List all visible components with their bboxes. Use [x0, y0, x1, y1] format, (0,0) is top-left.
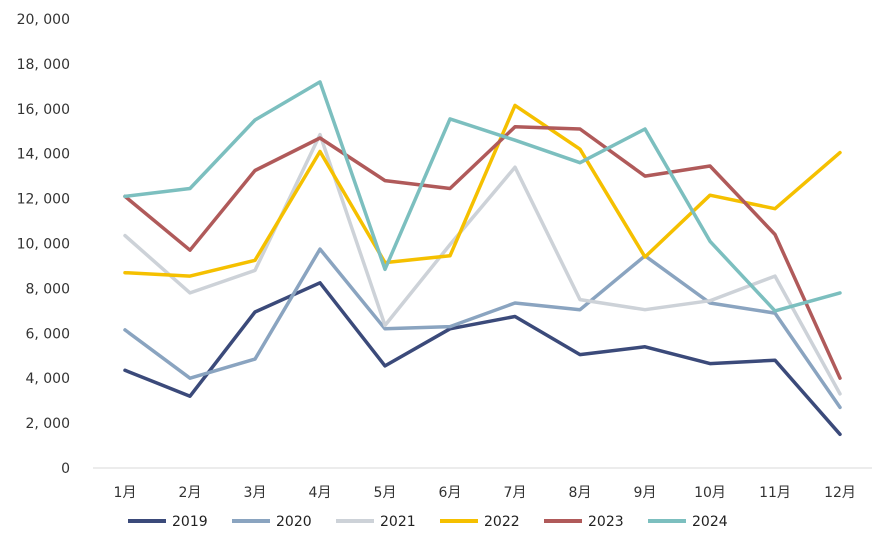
legend-label-2024: 2024	[692, 514, 728, 530]
y-tick-label: 4, 000	[25, 371, 70, 387]
y-tick-label: 20, 000	[17, 12, 70, 28]
x-tick-label: 1月	[114, 485, 137, 501]
legend: 2019 2020 2021 2022 2023 2024	[128, 514, 728, 530]
legend-label-2019: 2019	[172, 514, 208, 530]
y-axis-labels: 0 2, 000 4, 000 6, 000 8, 000 10, 000 12, 000 1…	[17, 12, 70, 477]
x-tick-label: 5月	[374, 485, 397, 501]
legend-label-2023: 2023	[588, 514, 624, 530]
y-tick-label: 0	[61, 461, 70, 477]
legend-label-2022: 2022	[484, 514, 520, 530]
legend-label-2020: 2020	[276, 514, 312, 530]
series-lines	[123, 80, 842, 437]
series-line-2021	[123, 132, 842, 396]
x-tick-label: 2月	[179, 485, 202, 501]
x-tick-label: 7月	[504, 485, 527, 501]
y-tick-label: 14, 000	[17, 147, 70, 163]
y-tick-label: 2, 000	[25, 416, 70, 432]
y-tick-label: 16, 000	[17, 102, 70, 118]
legend-label-2021: 2021	[380, 514, 416, 530]
y-tick-label: 6, 000	[25, 326, 70, 342]
x-axis-labels: 1月 2月 3月 4月 5月 6月 7月 8月 9月 10月 11月 12月	[114, 485, 856, 501]
y-tick-label: 12, 000	[17, 192, 70, 208]
series-line-2022	[123, 103, 842, 278]
x-tick-label: 3月	[244, 485, 267, 501]
x-tick-label: 10月	[694, 485, 726, 501]
x-tick-label: 11月	[759, 485, 791, 501]
x-tick-label: 12月	[824, 485, 856, 501]
x-tick-label: 6月	[439, 485, 462, 501]
y-tick-label: 18, 000	[17, 57, 70, 73]
series-line-2019	[123, 281, 842, 437]
series-line-2020	[123, 247, 842, 410]
series-line-2023	[123, 125, 842, 380]
x-tick-label: 8月	[569, 485, 592, 501]
y-tick-label: 8, 000	[25, 281, 70, 297]
y-tick-label: 10, 000	[17, 237, 70, 253]
x-tick-label: 9月	[634, 485, 657, 501]
series-line-2024	[123, 80, 842, 313]
x-tick-label: 4月	[309, 485, 332, 501]
